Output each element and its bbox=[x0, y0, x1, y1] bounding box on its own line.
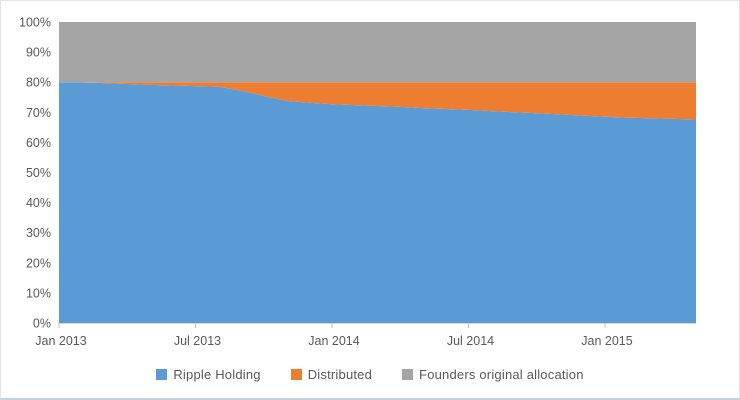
area-series-founders-original-allocation bbox=[59, 22, 696, 83]
legend-label: Founders original allocation bbox=[419, 367, 584, 382]
x-axis-label: Jul 2014 bbox=[447, 334, 494, 348]
x-axis-label: Jan 2014 bbox=[308, 334, 359, 348]
y-axis-label: 50% bbox=[26, 166, 51, 180]
legend-item-founders-original-allocation: Founders original allocation bbox=[402, 367, 584, 382]
x-axis-label: Jan 2015 bbox=[581, 334, 632, 348]
y-axis-label: 0% bbox=[33, 317, 51, 331]
legend-swatch-icon bbox=[290, 369, 302, 380]
legend-label: Ripple Holding bbox=[173, 367, 261, 382]
y-axis-label: 60% bbox=[26, 136, 51, 150]
y-axis-label: 100% bbox=[19, 16, 51, 30]
y-axis-label: 10% bbox=[26, 286, 51, 300]
chart-legend: Ripple Holding Distributed Founders origin… bbox=[1, 367, 739, 382]
legend-swatch-icon bbox=[402, 369, 414, 380]
y-axis-label: 40% bbox=[26, 196, 51, 210]
area-series-ripple-holding bbox=[59, 82, 696, 323]
legend-item-distributed: Distributed bbox=[290, 367, 373, 382]
legend-item-ripple-holding: Ripple Holding bbox=[156, 367, 261, 382]
x-axis-label: Jan 2013 bbox=[35, 334, 86, 348]
y-axis-label: 20% bbox=[26, 256, 51, 270]
y-axis-label: 30% bbox=[26, 226, 51, 240]
x-axis-label: Jul 2013 bbox=[174, 334, 221, 348]
legend-label: Distributed bbox=[307, 367, 373, 382]
y-axis-label: 90% bbox=[26, 46, 51, 60]
y-axis-label: 70% bbox=[26, 106, 51, 120]
area-series-distributed bbox=[59, 82, 696, 120]
y-axis-label: 80% bbox=[26, 76, 51, 90]
legend-swatch-icon bbox=[156, 369, 168, 380]
